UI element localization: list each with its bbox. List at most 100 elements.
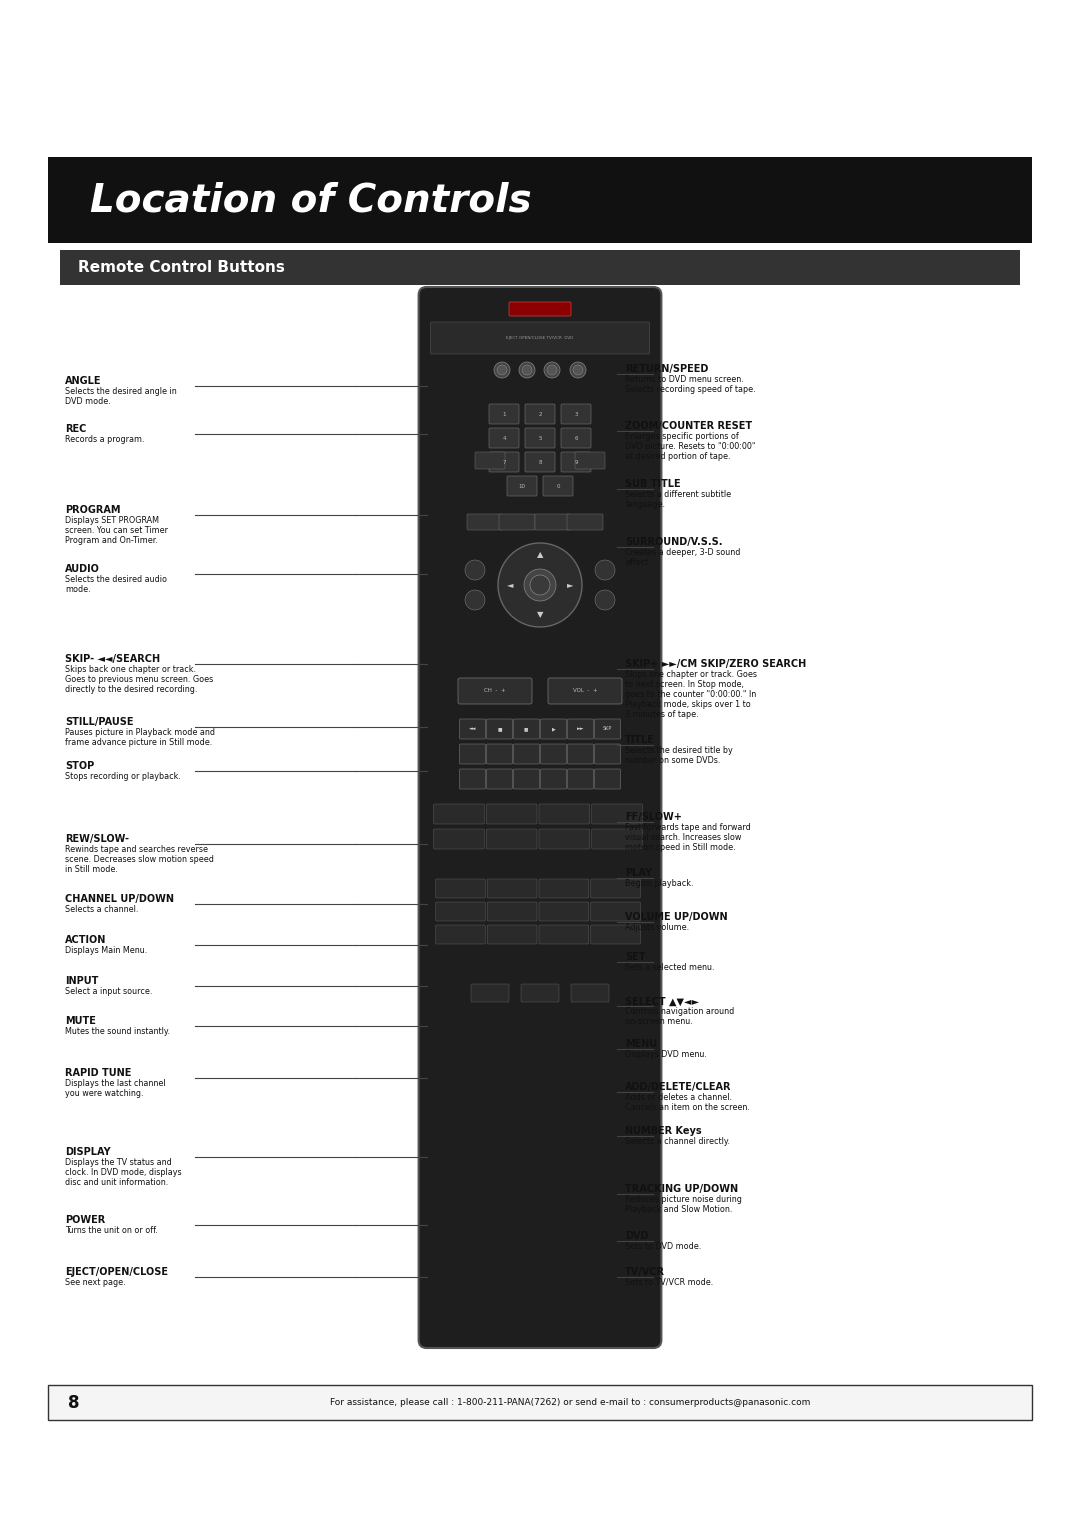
- Text: Reduces picture noise during: Reduces picture noise during: [625, 1196, 742, 1205]
- Text: CHANNEL UP/DOWN: CHANNEL UP/DOWN: [65, 893, 174, 904]
- Text: ZOOM/COUNTER RESET: ZOOM/COUNTER RESET: [625, 420, 752, 431]
- Text: motion speed in Still mode.: motion speed in Still mode.: [625, 843, 735, 852]
- FancyBboxPatch shape: [521, 983, 559, 1002]
- Text: Selects the desired title by: Selects the desired title by: [625, 747, 732, 756]
- Text: EJECT/OPEN/CLOSE: EJECT/OPEN/CLOSE: [65, 1266, 168, 1277]
- FancyBboxPatch shape: [475, 452, 505, 469]
- Circle shape: [465, 560, 485, 580]
- Text: Creates a deeper, 3-D sound: Creates a deeper, 3-D sound: [625, 548, 741, 557]
- FancyBboxPatch shape: [507, 476, 537, 496]
- Text: 0: 0: [556, 484, 559, 489]
- FancyBboxPatch shape: [459, 744, 486, 764]
- Circle shape: [465, 589, 485, 609]
- Text: STILL/PAUSE: STILL/PAUSE: [65, 716, 134, 727]
- Text: number on some DVDs.: number on some DVDs.: [625, 756, 720, 765]
- Text: 8: 8: [68, 1394, 80, 1411]
- Text: CH  -  +: CH - +: [484, 689, 505, 693]
- Text: For assistance, please call : 1-800-211-PANA(7262) or send e-mail to : consumerp: For assistance, please call : 1-800-211-…: [329, 1399, 810, 1406]
- FancyBboxPatch shape: [48, 1385, 1032, 1420]
- FancyBboxPatch shape: [487, 880, 537, 898]
- Circle shape: [595, 560, 615, 580]
- Text: effect.: effect.: [625, 557, 651, 567]
- Text: 7: 7: [502, 460, 505, 464]
- Text: Returns to DVD menu screen.: Returns to DVD menu screen.: [625, 376, 744, 385]
- Text: 4: 4: [502, 435, 505, 440]
- Text: FF/SLOW+: FF/SLOW+: [625, 811, 681, 822]
- FancyBboxPatch shape: [419, 287, 661, 1348]
- Text: Selects a channel directly.: Selects a channel directly.: [625, 1138, 730, 1147]
- Text: mode.: mode.: [65, 585, 91, 594]
- FancyBboxPatch shape: [435, 902, 485, 921]
- FancyBboxPatch shape: [525, 405, 555, 425]
- Text: Goes to previous menu screen. Goes: Goes to previous menu screen. Goes: [65, 675, 213, 684]
- FancyBboxPatch shape: [486, 744, 513, 764]
- FancyBboxPatch shape: [433, 829, 484, 849]
- FancyBboxPatch shape: [561, 405, 591, 425]
- Text: VOLUME UP/DOWN: VOLUME UP/DOWN: [625, 912, 728, 922]
- Text: Displays the TV status and: Displays the TV status and: [65, 1159, 172, 1168]
- FancyBboxPatch shape: [571, 983, 609, 1002]
- Circle shape: [546, 365, 557, 376]
- Text: 2: 2: [538, 411, 542, 417]
- Text: ▶: ▶: [552, 727, 555, 731]
- Circle shape: [498, 544, 582, 628]
- Text: ◄: ◄: [507, 580, 513, 589]
- Text: ANGLE: ANGLE: [65, 376, 102, 386]
- Text: PROGRAM: PROGRAM: [65, 504, 121, 515]
- Text: ◄◄: ◄◄: [469, 727, 476, 731]
- Text: ADD/DELETE/CLEAR: ADD/DELETE/CLEAR: [625, 1081, 731, 1092]
- Text: language.: language.: [625, 499, 665, 508]
- FancyBboxPatch shape: [486, 805, 537, 825]
- Text: DVD picture. Resets to "0:00:00": DVD picture. Resets to "0:00:00": [625, 441, 756, 450]
- Circle shape: [544, 362, 561, 379]
- FancyBboxPatch shape: [539, 805, 590, 825]
- FancyBboxPatch shape: [513, 719, 540, 739]
- Text: clock. In DVD mode, displays: clock. In DVD mode, displays: [65, 1168, 181, 1177]
- Text: Begins playback.: Begins playback.: [625, 880, 693, 889]
- Text: Rewinds tape and searches reverse: Rewinds tape and searches reverse: [65, 846, 208, 855]
- Text: DISPLAY: DISPLAY: [65, 1147, 110, 1157]
- Text: Displays DVD menu.: Displays DVD menu.: [625, 1051, 707, 1060]
- Text: Enlarges specific portions of: Enlarges specific portions of: [625, 432, 739, 441]
- Text: 9: 9: [575, 460, 578, 464]
- Text: See next page.: See next page.: [65, 1278, 125, 1287]
- Circle shape: [494, 362, 510, 379]
- Text: SKIP+ ►►/CM SKIP/ZERO SEARCH: SKIP+ ►►/CM SKIP/ZERO SEARCH: [625, 658, 807, 669]
- Circle shape: [573, 365, 583, 376]
- Text: 1: 1: [502, 411, 505, 417]
- Circle shape: [570, 362, 586, 379]
- Text: Sets to TV/VCR mode.: Sets to TV/VCR mode.: [625, 1278, 713, 1287]
- FancyBboxPatch shape: [535, 515, 571, 530]
- FancyBboxPatch shape: [458, 678, 532, 704]
- Text: Controls navigation around: Controls navigation around: [625, 1008, 734, 1017]
- Text: Playback and Slow Motion.: Playback and Slow Motion.: [625, 1205, 732, 1214]
- Text: 3: 3: [575, 411, 578, 417]
- Text: ►: ►: [567, 580, 573, 589]
- Text: Sets to DVD mode.: Sets to DVD mode.: [625, 1243, 701, 1252]
- FancyBboxPatch shape: [540, 719, 567, 739]
- Text: SKIP- ◄◄/SEARCH: SKIP- ◄◄/SEARCH: [65, 654, 160, 664]
- Text: at desired portion of tape.: at desired portion of tape.: [625, 452, 730, 461]
- Text: Selects the desired audio: Selects the desired audio: [65, 576, 167, 585]
- FancyBboxPatch shape: [435, 925, 485, 944]
- Text: Selects the desired angle in: Selects the desired angle in: [65, 388, 177, 397]
- Text: 10: 10: [518, 484, 526, 489]
- FancyBboxPatch shape: [435, 880, 485, 898]
- FancyBboxPatch shape: [567, 515, 603, 530]
- FancyBboxPatch shape: [548, 678, 622, 704]
- Text: ■: ■: [497, 727, 502, 731]
- FancyBboxPatch shape: [499, 515, 535, 530]
- FancyBboxPatch shape: [513, 744, 540, 764]
- Text: RAPID TUNE: RAPID TUNE: [65, 1067, 132, 1078]
- FancyBboxPatch shape: [489, 428, 519, 447]
- FancyBboxPatch shape: [433, 805, 484, 825]
- FancyBboxPatch shape: [489, 405, 519, 425]
- FancyBboxPatch shape: [539, 925, 589, 944]
- FancyBboxPatch shape: [594, 770, 621, 789]
- Text: Remote Control Buttons: Remote Control Buttons: [78, 260, 285, 275]
- FancyBboxPatch shape: [60, 250, 1020, 286]
- Text: SUB TITLE: SUB TITLE: [625, 478, 680, 489]
- Text: Displays SET PROGRAM: Displays SET PROGRAM: [65, 516, 159, 525]
- Text: SKP: SKP: [603, 727, 612, 731]
- Text: you were watching.: you were watching.: [65, 1089, 144, 1098]
